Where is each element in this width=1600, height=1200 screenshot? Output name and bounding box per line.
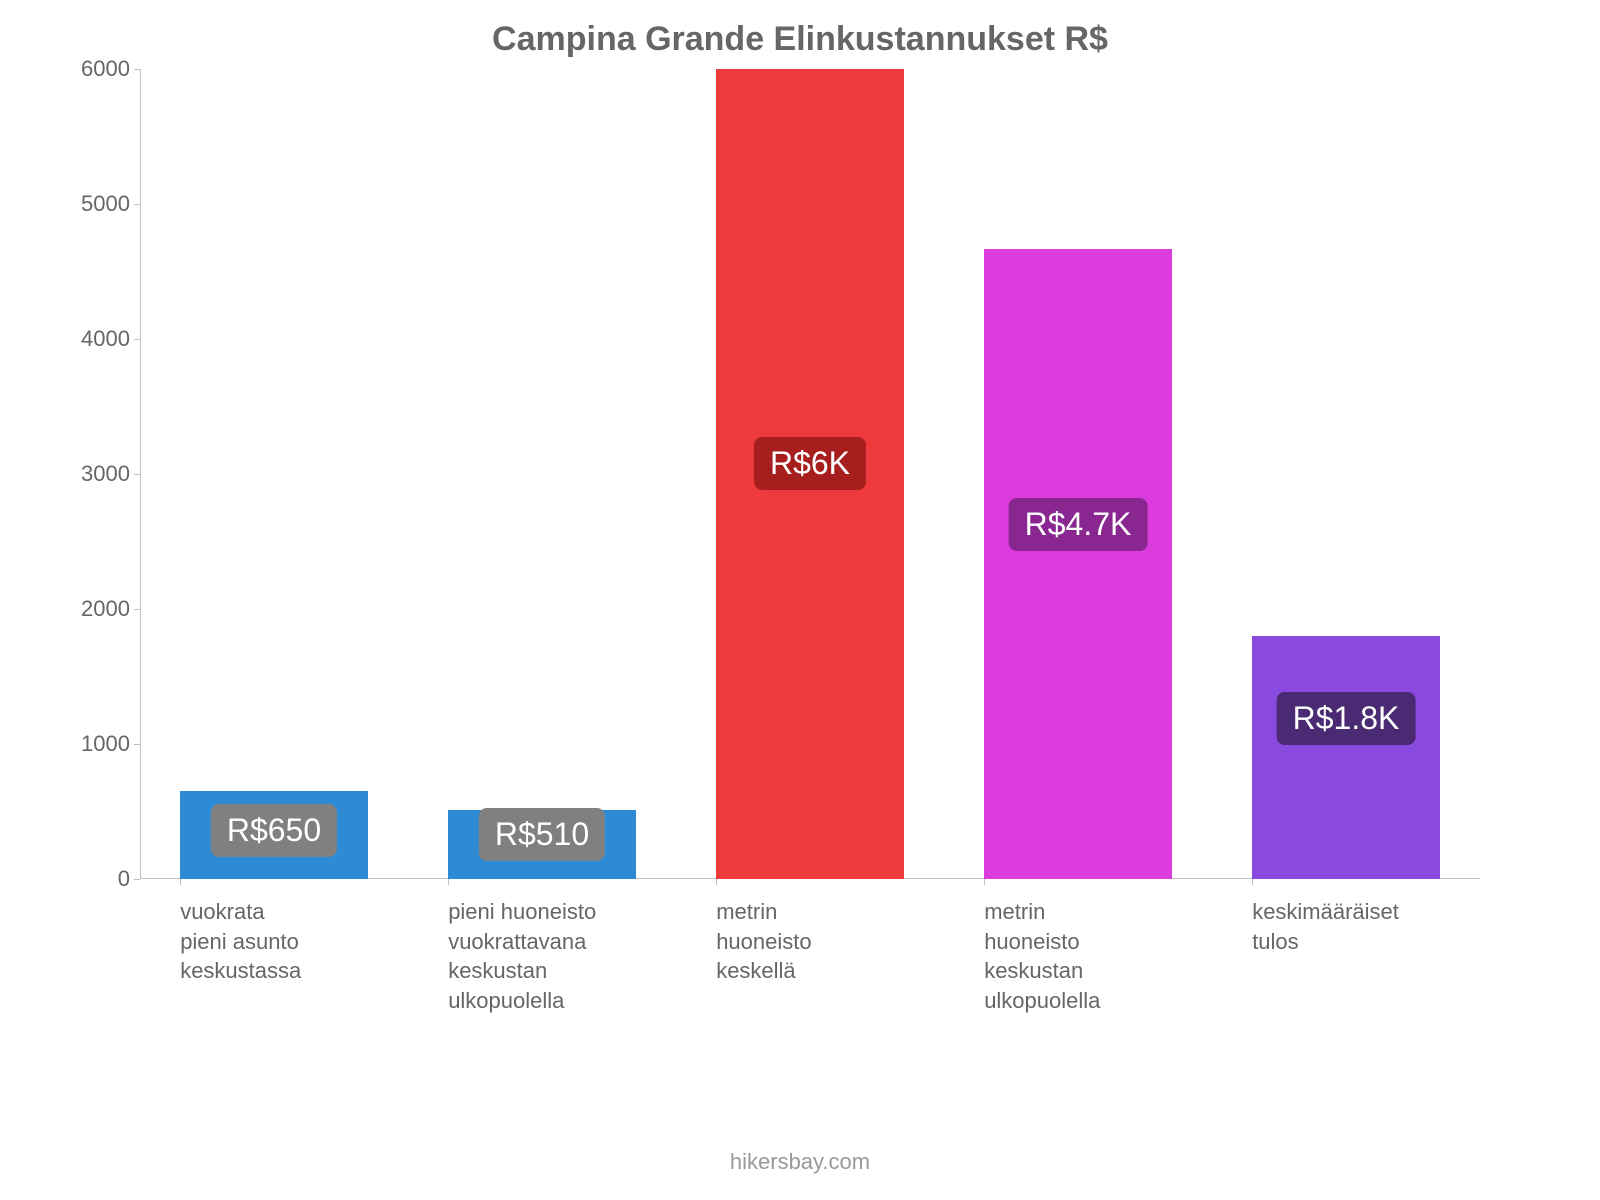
x-tick-mark xyxy=(716,879,717,885)
attribution-text: hikersbay.com xyxy=(0,1149,1600,1175)
plot-area: R$650R$510R$6KR$4.7KR$1.8K 0100020003000… xyxy=(140,69,1480,879)
value-badge: R$6K xyxy=(754,437,866,490)
chart-container: Campina Grande Elinkustannukset R$ R$650… xyxy=(80,20,1520,1090)
x-axis-label: vuokratapieni asuntokeskustassa xyxy=(180,897,301,986)
y-tick-label: 6000 xyxy=(81,56,130,82)
y-tick-mark xyxy=(134,204,140,205)
bars-group: R$650 R$510 R$6K R$4.7K R$1.8K xyxy=(140,69,1480,879)
chart-title: Campina Grande Elinkustannukset R$ xyxy=(80,20,1520,59)
y-tick-label: 1000 xyxy=(81,731,130,757)
y-tick-label: 2000 xyxy=(81,596,130,622)
y-tick-mark xyxy=(134,744,140,745)
value-badge: R$510 xyxy=(479,808,605,861)
x-axis-label: metrinhuoneistokeskellä xyxy=(716,897,811,986)
x-axis-label: metrinhuoneistokeskustanulkopuolella xyxy=(984,897,1100,1016)
y-tick-label: 4000 xyxy=(81,326,130,352)
value-badge: R$4.7K xyxy=(1009,498,1148,551)
y-tick-mark xyxy=(134,339,140,340)
y-tick-label: 0 xyxy=(118,866,130,892)
x-tick-mark xyxy=(448,879,449,885)
x-tick-mark xyxy=(1252,879,1253,885)
x-tick-mark xyxy=(984,879,985,885)
x-axis-label: pieni huoneistovuokrattavanakeskustanulk… xyxy=(448,897,596,1016)
bar: R$1.8K xyxy=(1252,636,1440,879)
bar: R$6K xyxy=(716,69,904,879)
bar: R$4.7K xyxy=(984,249,1172,879)
x-tick-mark xyxy=(180,879,181,885)
y-tick-mark xyxy=(134,474,140,475)
value-badge: R$650 xyxy=(211,804,337,857)
x-labels-group: vuokratapieni asuntokeskustassa pieni huo… xyxy=(140,879,1480,1079)
y-tick-mark xyxy=(134,609,140,610)
x-axis-label: keskimääräisettulos xyxy=(1252,897,1399,956)
y-tick-label: 3000 xyxy=(81,461,130,487)
value-badge: R$1.8K xyxy=(1277,692,1416,745)
y-tick-label: 5000 xyxy=(81,191,130,217)
bar: R$650 xyxy=(180,791,368,879)
y-tick-mark xyxy=(134,69,140,70)
bar: R$510 xyxy=(448,810,636,879)
